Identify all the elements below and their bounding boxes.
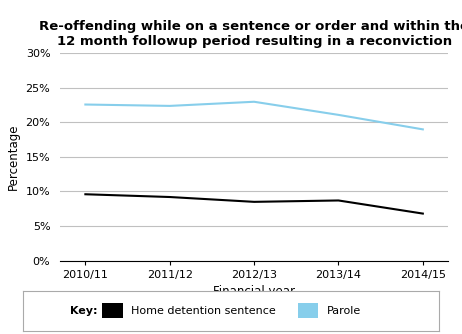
FancyBboxPatch shape	[298, 303, 318, 318]
Y-axis label: Percentage: Percentage	[7, 124, 20, 190]
Text: Home detention sentence: Home detention sentence	[131, 306, 276, 316]
X-axis label: Financial year: Financial year	[213, 285, 295, 298]
Title: Re-offending while on a sentence or order and within the
12 month followup perio: Re-offending while on a sentence or orde…	[39, 20, 462, 48]
Text: Parole: Parole	[327, 306, 361, 316]
FancyBboxPatch shape	[102, 303, 123, 318]
Text: Key:: Key:	[70, 306, 98, 316]
